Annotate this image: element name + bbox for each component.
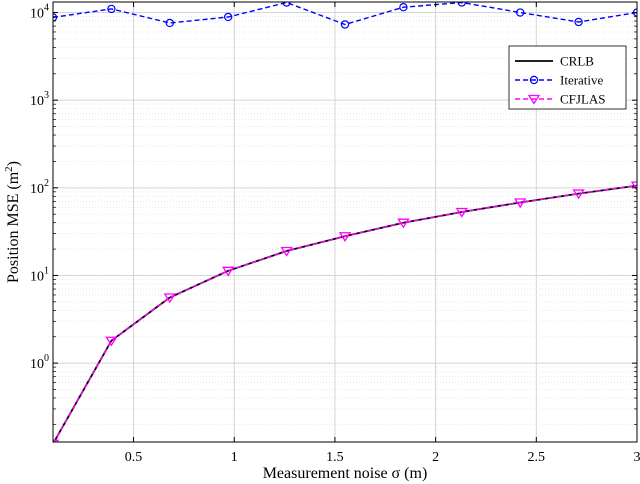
data-point [457,2,466,7]
data-point [280,246,293,257]
legend: CRLB Iterative CFJLAS [508,45,627,110]
x-tick-label: 1.5 [326,450,344,465]
data-point [222,266,235,277]
legend-label: Iterative [560,73,604,88]
legend-item-cfjlas: CFJLAS [515,92,606,107]
x-tick-label: 2.5 [528,450,546,465]
y-axis-label: Position MSE (m2) [3,161,22,283]
data-point [516,8,525,17]
y-tick-label: 103 [30,90,49,109]
legend-item-crlb: CRLB [515,54,594,69]
data-point [107,4,116,14]
legend-label: CFJLAS [560,92,606,107]
legend-marker [529,75,539,85]
data-point [514,198,527,209]
data-point [455,207,468,218]
data-point [572,189,585,200]
y-tick-label: 104 [30,3,49,22]
plot-frame [52,1,638,443]
series-layer [53,2,637,442]
y-tick-label: 101 [30,265,49,284]
data-point [399,2,408,12]
x-tick-label: 0.5 [125,450,143,465]
legend-item-iterative: Iterative [515,73,604,88]
x-tick-label: 1 [231,450,238,465]
series-line [53,2,637,26]
ticks [53,2,638,442]
legend-label: CRLB [560,54,594,69]
x-axis-label: Measurement noise σ (m) [263,465,428,482]
y-tick-label: 102 [30,178,49,197]
x-tick-label: 2 [432,450,439,465]
series-line [53,184,637,442]
tick-labels: 0.5 1 1.5 2 2.5 3 100 101 102 103 104 [30,3,640,465]
data-point [165,18,174,28]
data-point [163,293,176,304]
series-iterative [53,2,637,29]
data-point [105,336,118,347]
legend-box [508,45,627,110]
x-tick-label: 3 [634,450,640,465]
data-point [338,232,352,242]
data-point [223,12,233,22]
series-cfjlas [53,181,637,442]
data-point [397,218,410,229]
data-point [574,17,583,27]
data-point [340,20,350,29]
data-point [630,181,637,192]
legend-marker [527,94,541,105]
data-point [282,2,291,7]
y-tick-label: 100 [30,353,49,372]
grid [53,2,638,442]
